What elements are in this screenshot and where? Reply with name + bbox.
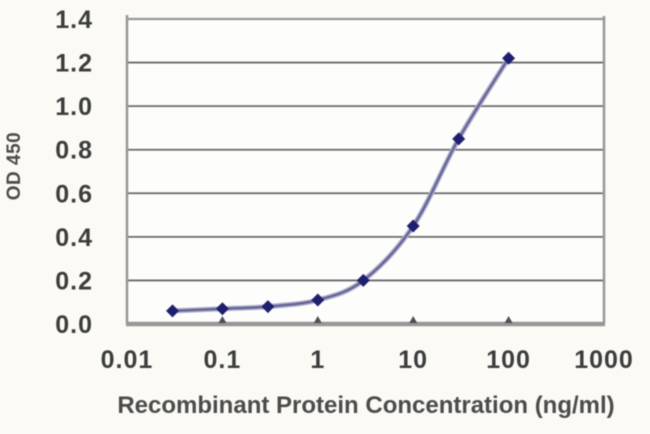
diamond-marker: [215, 302, 229, 316]
x-tick-marks: [218, 316, 513, 323]
svg-text:0.01: 0.01: [101, 346, 154, 374]
diamond-marker: [502, 51, 516, 65]
data-point-markers: [166, 51, 516, 318]
plot-background: [127, 19, 604, 324]
diamond-marker: [311, 293, 325, 307]
gridlines: [127, 61, 604, 282]
x-tick-labels: 0.01 0.1 1 10 100 1000: [101, 346, 634, 374]
svg-text:1.4: 1.4: [55, 6, 93, 34]
diamond-marker: [166, 304, 180, 318]
svg-text:1.0: 1.0: [55, 93, 93, 121]
x-axis-title: Recombinant Protein Concentration (ng/ml…: [117, 392, 615, 419]
y-axis-title: OD 450: [4, 131, 25, 201]
diamond-marker: [452, 132, 466, 146]
svg-text:1000: 1000: [574, 346, 634, 374]
svg-text:10: 10: [398, 346, 428, 374]
svg-text:0.1: 0.1: [204, 346, 242, 374]
svg-text:1.2: 1.2: [55, 50, 93, 78]
diamond-marker: [261, 300, 275, 314]
svg-text:0.4: 0.4: [55, 224, 93, 252]
svg-text:0.0: 0.0: [55, 311, 93, 339]
svg-text:0.8: 0.8: [55, 137, 93, 165]
svg-text:1: 1: [310, 346, 325, 374]
svg-text:0.2: 0.2: [55, 267, 93, 295]
y-tick-labels: 0.0 0.2 0.4 0.6 0.8 1.0 1.2 1.4: [55, 6, 93, 339]
svg-text:0.6: 0.6: [55, 180, 93, 208]
diamond-marker: [356, 273, 370, 287]
svg-text:100: 100: [486, 346, 531, 374]
diamond-marker: [406, 219, 420, 233]
